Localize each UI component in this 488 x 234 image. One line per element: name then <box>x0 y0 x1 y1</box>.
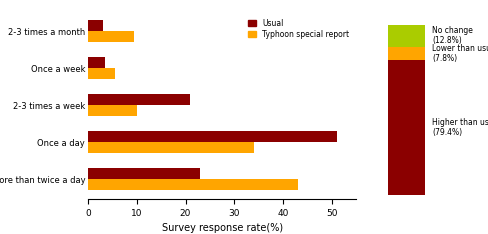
Bar <box>88 105 137 116</box>
Bar <box>88 179 297 190</box>
Bar <box>88 94 190 105</box>
Bar <box>88 131 336 142</box>
Bar <box>88 68 115 79</box>
Bar <box>387 25 424 47</box>
Bar <box>88 20 102 31</box>
Bar <box>88 31 134 42</box>
Text: Lower than usual
(7.8%): Lower than usual (7.8%) <box>431 44 488 63</box>
Bar <box>88 57 105 68</box>
Bar <box>88 142 253 154</box>
Text: Higher than usual
(79.4%): Higher than usual (79.4%) <box>431 118 488 137</box>
X-axis label: Survey response rate(%): Survey response rate(%) <box>161 223 282 233</box>
Bar <box>387 47 424 60</box>
Legend: Usual, Typhoon special report: Usual, Typhoon special report <box>245 15 352 42</box>
Text: No change
(12.8%): No change (12.8%) <box>431 26 472 45</box>
Bar <box>387 60 424 195</box>
Bar <box>88 168 200 179</box>
